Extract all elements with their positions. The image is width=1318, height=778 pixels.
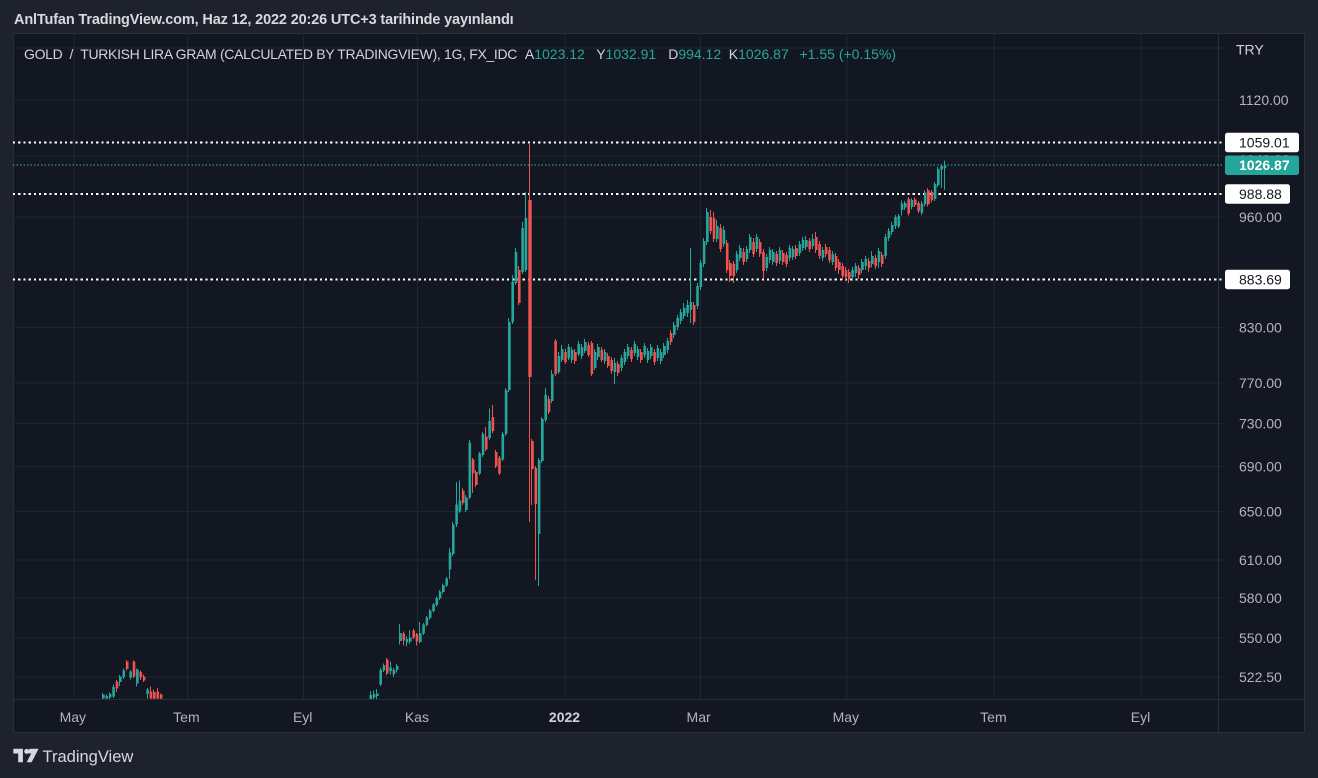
svg-text:Tem: Tem — [980, 709, 1006, 725]
svg-text:883.69: 883.69 — [1239, 272, 1282, 288]
svg-text:522.50: 522.50 — [1239, 669, 1282, 685]
svg-text:Y1032.91: Y1032.91 — [596, 46, 656, 62]
svg-text:580.00: 580.00 — [1239, 590, 1282, 606]
svg-text:1120.00: 1120.00 — [1239, 92, 1289, 108]
svg-text:May: May — [60, 709, 86, 725]
svg-text:GOLD / TURKISH LIRA GRAM (CA: GOLD / TURKISH LIRA GRAM (CALCULATED BY … — [24, 46, 517, 62]
svg-text:AnlTufan TradingView.com, Haz: AnlTufan TradingView.com, Haz 12, 2022 2… — [14, 12, 514, 28]
svg-text:May: May — [833, 709, 859, 725]
svg-text:830.00: 830.00 — [1239, 320, 1282, 336]
svg-text:K1026.87: K1026.87 — [729, 46, 789, 62]
svg-text:650.00: 650.00 — [1239, 504, 1282, 520]
svg-text:TradingView: TradingView — [43, 748, 134, 766]
svg-text:1059.01: 1059.01 — [1239, 135, 1290, 151]
svg-text:Eyl: Eyl — [1131, 709, 1150, 725]
svg-text:690.00: 690.00 — [1239, 459, 1282, 475]
svg-text:+1.55 (+0.15%): +1.55 (+0.15%) — [800, 46, 897, 62]
svg-text:2022: 2022 — [549, 709, 580, 725]
svg-text:D994.12: D994.12 — [668, 46, 721, 62]
svg-text:770.00: 770.00 — [1239, 375, 1282, 391]
svg-text:988.88: 988.88 — [1239, 186, 1282, 202]
svg-text:Eyl: Eyl — [293, 709, 312, 725]
svg-text:1026.87: 1026.87 — [1239, 157, 1290, 173]
svg-text:550.00: 550.00 — [1239, 630, 1282, 646]
svg-text:730.00: 730.00 — [1239, 416, 1282, 432]
svg-text:A1023.12: A1023.12 — [525, 46, 585, 62]
svg-text:960.00: 960.00 — [1239, 209, 1282, 225]
svg-text:610.00: 610.00 — [1239, 552, 1282, 568]
svg-text:Tem: Tem — [173, 709, 199, 725]
svg-text:Kas: Kas — [405, 709, 429, 725]
svg-text:Mar: Mar — [687, 709, 711, 725]
svg-text:TRY: TRY — [1236, 42, 1264, 58]
